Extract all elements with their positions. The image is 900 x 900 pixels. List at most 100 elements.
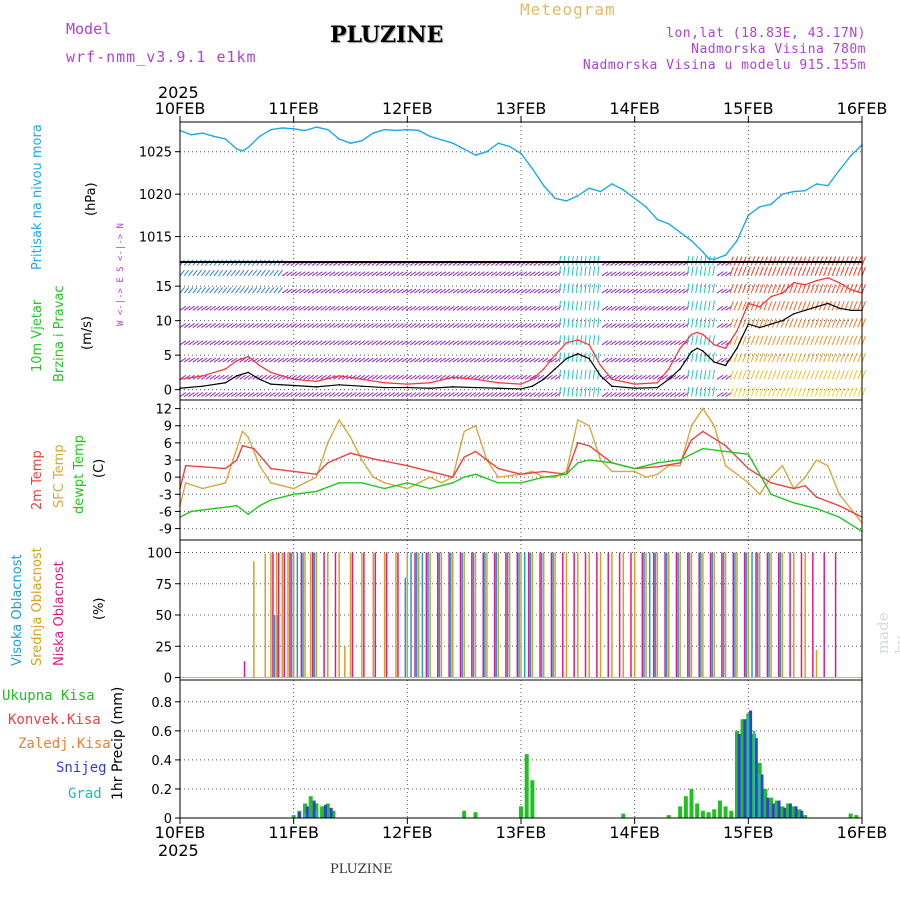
wind-barb [759,370,764,380]
low-cloud-title: Niska Oblacnost [52,561,67,666]
wind-barb [546,392,553,397]
wind-barb [857,318,862,328]
pressure-line-point [804,189,806,192]
wind-barb [299,357,306,363]
wind-barb [269,340,276,346]
wind-barb [823,256,828,266]
wind-barb [580,317,583,328]
wind-barb [422,374,430,380]
wind-barb [482,323,489,328]
wind-barb [661,340,668,346]
wind-barb [426,288,434,294]
wind-barb [627,271,634,277]
wind-barb [469,305,477,311]
wind-barb [443,392,451,397]
wind-barb [316,374,323,380]
wind-barb [345,271,353,277]
wind-barb [439,271,447,277]
wind-barb [754,387,760,397]
wind-speed-line-point [338,384,340,386]
temp-unit: (C) [92,458,107,478]
wind-barb [721,357,728,363]
wind-barb [861,370,866,380]
wind-barb [708,387,711,397]
sfc-temp-line-point [315,476,318,478]
wind-barb [324,271,332,277]
wind-barb [767,301,773,311]
wind-barb [209,287,215,294]
wind-speed-line-point [383,386,386,389]
pressure-line-point [326,128,329,131]
wind-barb [750,370,756,380]
wind-barb [247,305,255,311]
wind-barb [831,283,837,294]
wind-barb [282,357,289,363]
wind-barb [823,387,828,397]
wind-barb [495,323,502,328]
wind-barb [861,301,866,311]
wind-speed-line-point [849,309,852,312]
ytick-label: 75 [155,578,172,593]
wind-barb [789,266,794,276]
temp2m-line-point [838,504,841,507]
wind-barb [490,357,498,363]
wind-gust-line-point [361,378,363,381]
wind-barb [661,288,668,294]
wind-barb [431,305,438,311]
sfc-temp-line-point [815,459,818,461]
wind-barb [507,392,515,397]
total-precip-bar [780,806,785,818]
wind-barb [503,392,511,397]
wind-barb [448,323,455,328]
sfc-temp-line-point [827,464,829,467]
wind-barb [503,323,511,328]
wind-barb [789,301,794,311]
wind-barb [482,340,489,346]
sfc-temp-line-point [577,419,579,421]
pressure-line-point [815,183,818,185]
wind-barb [592,266,596,276]
snow-bar [737,733,741,818]
wind-barb [537,374,545,380]
dewpt-line-point [656,462,659,464]
wind-barb [333,305,340,311]
wind-barb [350,357,357,363]
wind-barb [592,317,596,328]
wind-speed-line-point [736,347,738,350]
wind-barb [750,301,756,311]
wind-barb [729,387,734,397]
wind-barb [827,266,832,276]
wind-barb [861,335,866,345]
wind-barb [435,271,442,277]
dewpt-line-point [463,476,465,478]
wind-speed-line-point [690,350,693,353]
total-precip-bar [320,806,325,818]
wind-barb [367,392,374,397]
total-precip-bar [786,803,791,818]
wind-gust-line-point [520,383,522,385]
sfc-temp-line-point [372,476,375,478]
wind-barb [328,288,336,294]
wind-barb [341,323,349,328]
wind-barb [456,392,464,397]
wind-barb [699,300,703,311]
wind-barb [273,323,280,328]
wind-barb [571,386,574,397]
wind-gust-line-point [736,330,738,332]
wind-gust-line-point [531,378,534,381]
wind-barb [358,357,366,363]
wind-barb [286,305,293,311]
wind-gust-line-point [793,281,795,284]
wind-barb [814,266,820,276]
wind-barb [571,335,574,345]
wind-barb [439,340,447,346]
wind-barb [848,283,854,294]
wind-barb [380,305,387,311]
wind-barb [235,305,242,311]
date-label-top: 13FEB [496,99,547,118]
wind-barb [516,305,523,311]
wind-barb [844,256,849,266]
snow-bar [766,797,770,818]
wind-barb [823,266,828,276]
pressure-line-point [577,195,579,197]
